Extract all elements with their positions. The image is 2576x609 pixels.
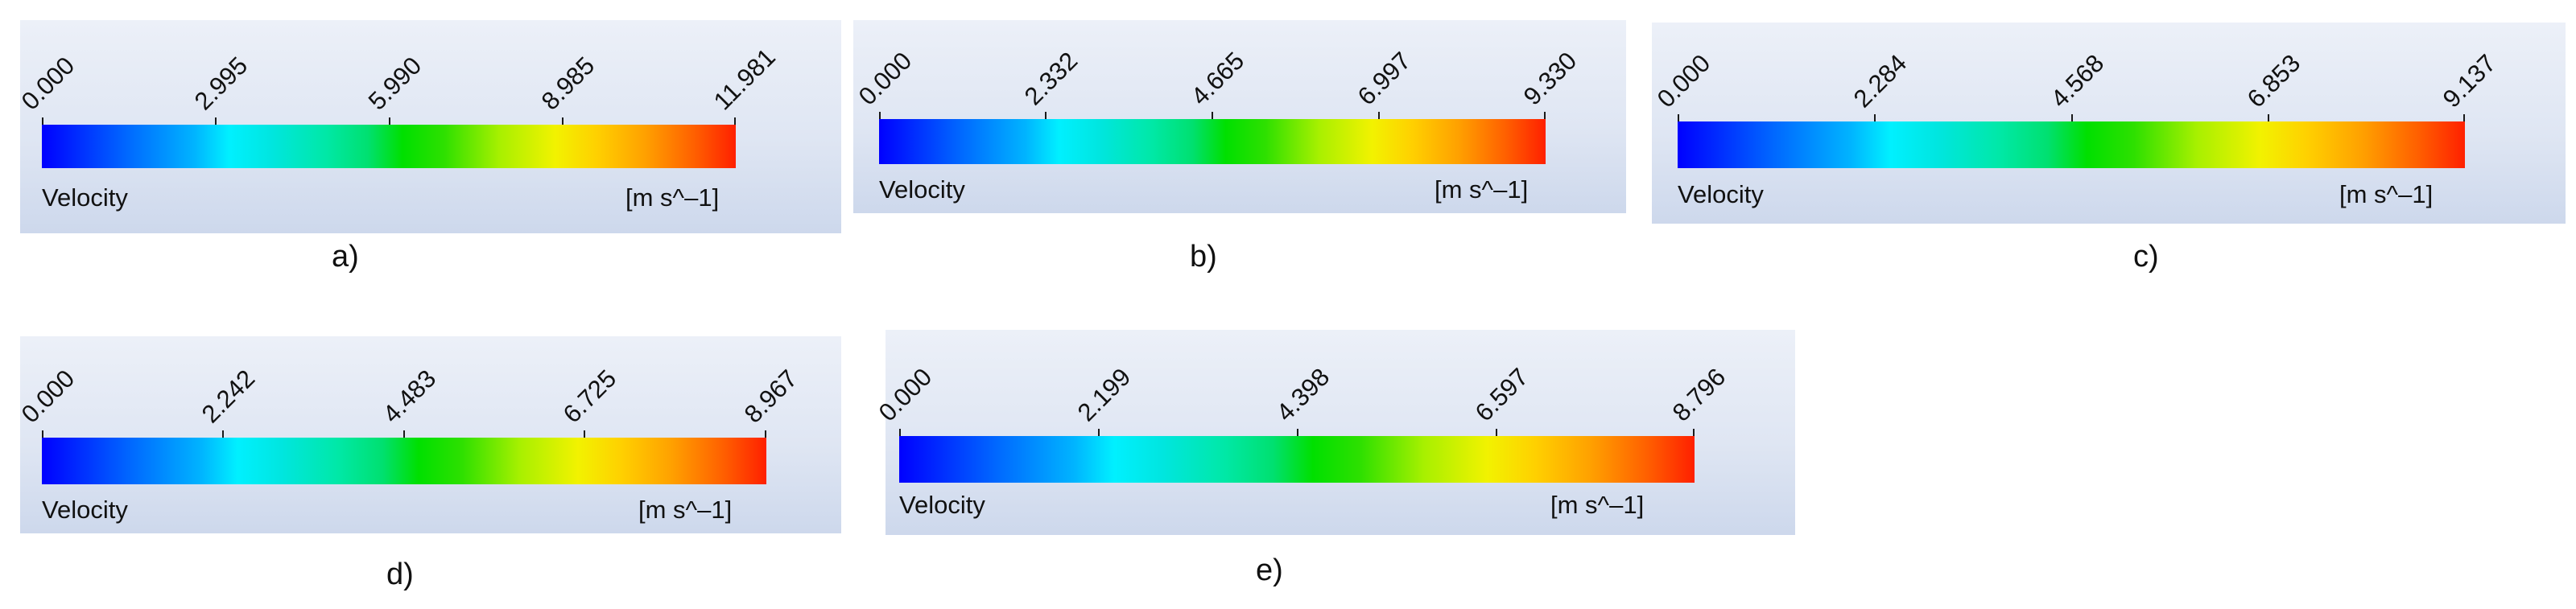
tick-mark [734, 117, 736, 125]
tick-label: 2.242 [196, 364, 261, 429]
caption-b: b) [1190, 240, 1217, 274]
colorbar [42, 125, 736, 168]
tick-mark [584, 430, 585, 438]
legend-panel-e: 0.000 2.199 4.398 6.597 8.796 Velocity [… [873, 330, 1795, 535]
tick-mark [2268, 114, 2269, 121]
tick-label: 8.967 [738, 364, 803, 429]
tick-mark [1874, 114, 1876, 121]
tick-mark [1496, 429, 1497, 436]
tick-label: 6.853 [2241, 48, 2306, 113]
unit-label: [m s^–1] [2339, 180, 2434, 208]
legend-panel-a: 0.000 2.995 5.990 8.985 11.981 Velocity … [15, 20, 841, 233]
tick-label: 6.997 [1352, 46, 1417, 111]
tick-label: 0.000 [1651, 48, 1716, 113]
tick-label: 6.725 [557, 364, 622, 429]
legend-panel-c: 0.000 2.284 4.568 6.853 9.137 Velocity [… [1652, 23, 2566, 224]
tick-mark [2071, 114, 2073, 121]
unit-label: [m s^–1] [1550, 491, 1645, 519]
tick-label: 4.398 [1270, 362, 1335, 427]
caption-a: a) [332, 240, 359, 274]
tick-mark [1098, 429, 1100, 436]
tick-label: 5.990 [362, 51, 427, 116]
tick-label: 9.330 [1517, 46, 1583, 111]
tick-label: 8.796 [1666, 362, 1732, 427]
tick-mark [215, 117, 217, 125]
variable-name: Velocity [879, 175, 965, 204]
tick-mark [1378, 112, 1380, 119]
tick-mark [562, 117, 564, 125]
tick-mark [879, 112, 881, 119]
tick-label: 4.665 [1185, 46, 1250, 111]
legend-panel-b: 0.000 2.332 4.665 6.997 9.330 Velocity [… [853, 20, 1626, 213]
caption-d: d) [386, 558, 414, 591]
tick-mark [899, 429, 901, 436]
tick-mark [42, 117, 43, 125]
colorbar [899, 436, 1695, 483]
caption-c: c) [2133, 240, 2159, 274]
colorbar [879, 119, 1546, 164]
tick-label: 11.981 [708, 43, 781, 116]
variable-name: Velocity [42, 183, 128, 212]
tick-mark [1693, 429, 1695, 436]
variable-name: Velocity [42, 496, 128, 524]
variable-name: Velocity [899, 491, 985, 519]
tick-label: 0.000 [15, 51, 80, 116]
tick-label: 9.137 [2437, 48, 2502, 113]
tick-mark [42, 430, 43, 438]
colorbar [42, 438, 766, 484]
tick-label: 2.199 [1071, 362, 1137, 427]
tick-label: 0.000 [873, 362, 938, 427]
unit-label: [m s^–1] [638, 496, 733, 524]
tick-mark [1212, 112, 1213, 119]
tick-mark [1045, 112, 1046, 119]
tick-mark [765, 430, 766, 438]
tick-mark [1544, 112, 1546, 119]
colorbar [1678, 121, 2465, 168]
caption-e: e) [1256, 553, 1283, 587]
unit-label: [m s^–1] [1435, 175, 1529, 204]
tick-mark [1297, 429, 1298, 436]
tick-label: 2.284 [1847, 48, 1913, 113]
tick-label: 8.985 [535, 51, 601, 116]
unit-label: [m s^–1] [625, 183, 720, 212]
legend-panel-d: 0.000 2.242 4.483 6.725 8.967 Velocity [… [15, 336, 841, 533]
tick-label: 0.000 [15, 364, 80, 429]
tick-mark [389, 117, 390, 125]
tick-label: 0.000 [852, 46, 918, 111]
tick-label: 4.568 [2045, 48, 2110, 113]
tick-label: 2.332 [1018, 46, 1084, 111]
tick-label: 2.995 [188, 51, 254, 116]
tick-label: 6.597 [1469, 362, 1534, 427]
tick-mark [1678, 114, 1679, 121]
tick-mark [403, 430, 405, 438]
tick-mark [222, 430, 224, 438]
tick-mark [2463, 114, 2465, 121]
tick-label: 4.483 [377, 364, 442, 429]
variable-name: Velocity [1678, 180, 1764, 208]
